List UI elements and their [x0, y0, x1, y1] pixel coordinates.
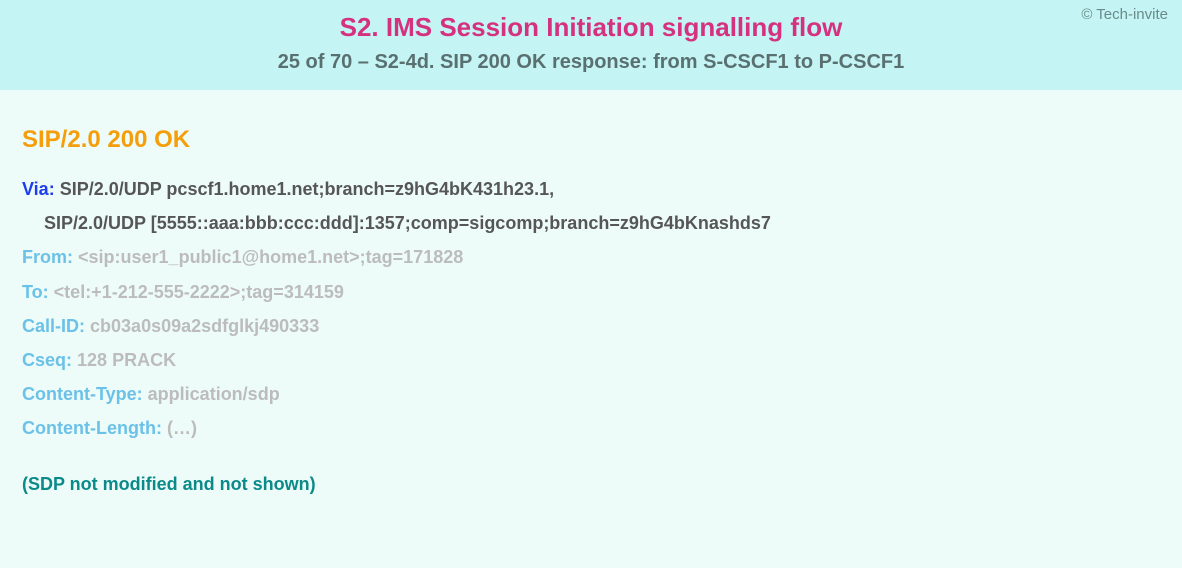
header-value: cb03a0s09a2sdfglkj490333: [90, 316, 319, 336]
header-value: <sip:user1_public1@home1.net>;tag=171828: [78, 247, 463, 267]
header-name: To:: [22, 282, 49, 302]
header-value: (…): [167, 418, 197, 438]
sip-header-via: Via: SIP/2.0/UDP pcscf1.home1.net;branch…: [22, 172, 1160, 206]
sip-header-ctype: Content-Type: application/sdp: [22, 377, 1160, 411]
header-name: Cseq:: [22, 350, 72, 370]
sip-status-line: SIP/2.0 200 OK: [22, 126, 1160, 154]
header-name: Via:: [22, 179, 55, 199]
header-banner: © Tech-invite S2. IMS Session Initiation…: [0, 0, 1182, 90]
copyright-text: © Tech-invite: [1081, 6, 1168, 23]
sip-header-callid: Call-ID: cb03a0s09a2sdfglkj490333: [22, 309, 1160, 343]
page-container: © Tech-invite S2. IMS Session Initiation…: [0, 0, 1182, 568]
header-value: application/sdp: [148, 384, 280, 404]
header-name: Call-ID:: [22, 316, 85, 336]
header-value: 128 PRACK: [77, 350, 176, 370]
main-title: S2. IMS Session Initiation signalling fl…: [0, 12, 1182, 43]
header-value: <tel:+1-212-555-2222>;tag=314159: [54, 282, 344, 302]
sip-header-via-cont: SIP/2.0/UDP [5555::aaa:bbb:ccc:ddd]:1357…: [22, 206, 1160, 240]
header-name: Content-Type:: [22, 384, 143, 404]
sip-header-to: To: <tel:+1-212-555-2222>;tag=314159: [22, 275, 1160, 309]
sip-header-clength: Content-Length: (…): [22, 411, 1160, 445]
sip-header-from: From: <sip:user1_public1@home1.net>;tag=…: [22, 240, 1160, 274]
sub-title: 25 of 70 – S2-4d. SIP 200 OK response: f…: [0, 51, 1182, 74]
header-value: SIP/2.0/UDP pcscf1.home1.net;branch=z9hG…: [60, 179, 554, 199]
header-name: From:: [22, 247, 73, 267]
message-body: SIP/2.0 200 OK Via: SIP/2.0/UDP pcscf1.h…: [0, 90, 1182, 515]
header-name: Content-Length:: [22, 418, 162, 438]
sip-header-cseq: Cseq: 128 PRACK: [22, 343, 1160, 377]
sdp-note: (SDP not modified and not shown): [22, 474, 1160, 495]
